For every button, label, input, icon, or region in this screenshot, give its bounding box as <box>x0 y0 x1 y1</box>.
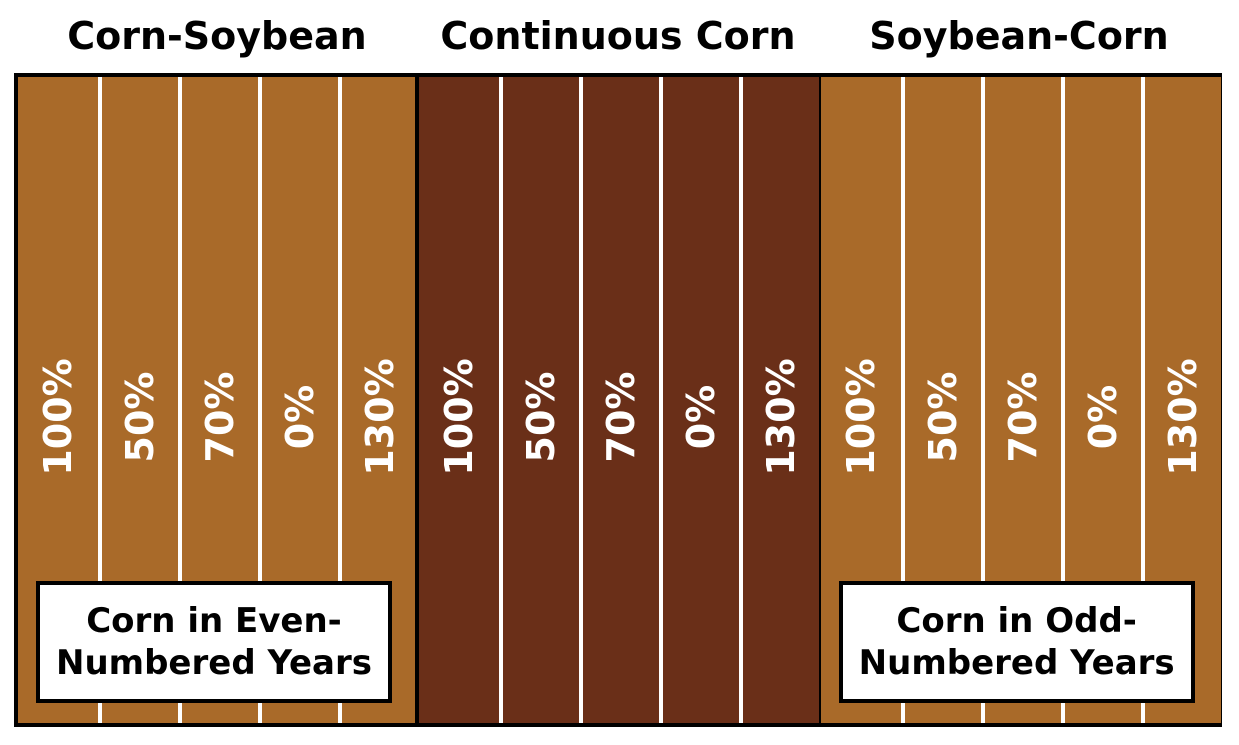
rate-label: 130% <box>358 358 402 476</box>
rate-label: 0% <box>679 384 724 450</box>
rate-label: 0% <box>278 384 322 450</box>
rate-label: 70% <box>1000 371 1045 463</box>
rotation-note: Corn in Even-Numbered Years <box>36 581 392 703</box>
rate-label: 100% <box>437 358 482 476</box>
block-title-continuous-corn: Continuous Corn <box>440 14 796 58</box>
block-title-soybean-corn: Soybean-Corn <box>869 14 1169 58</box>
rate-label: 130% <box>1160 358 1205 476</box>
rate-label: 0% <box>1080 384 1125 450</box>
rate-label: 70% <box>198 371 242 463</box>
rotation-note: Corn in Odd-Numbered Years <box>838 581 1195 703</box>
field-layout: 100% 50% 70% 0% 130% Corn in Even-Numbered Ye… <box>14 73 1222 727</box>
plot-strip: 130% <box>739 77 820 723</box>
rate-label: 70% <box>599 371 644 463</box>
plot-strip: 100% <box>419 77 500 723</box>
rate-label: 50% <box>118 371 162 463</box>
rate-label: 100% <box>838 358 883 476</box>
rate-label: 130% <box>759 358 804 476</box>
block-corn-soybean: 100% 50% 70% 0% 130% Corn in Even-Numbered Ye… <box>18 77 418 723</box>
block-soybean-corn: 100% 50% 70% 0% 130% Corn in Odd-Numbered Yea… <box>820 77 1221 723</box>
block-title-corn-soybean: Corn-Soybean <box>67 14 367 58</box>
block-continuous-corn: 100% 50% 70% 0% 130% <box>415 77 821 723</box>
rate-label: 50% <box>519 371 564 463</box>
plot-strip: 0% <box>659 77 740 723</box>
rate-label: 50% <box>920 371 965 463</box>
plot-strip: 70% <box>579 77 660 723</box>
rate-label: 100% <box>36 358 80 476</box>
plot-strip: 50% <box>499 77 580 723</box>
